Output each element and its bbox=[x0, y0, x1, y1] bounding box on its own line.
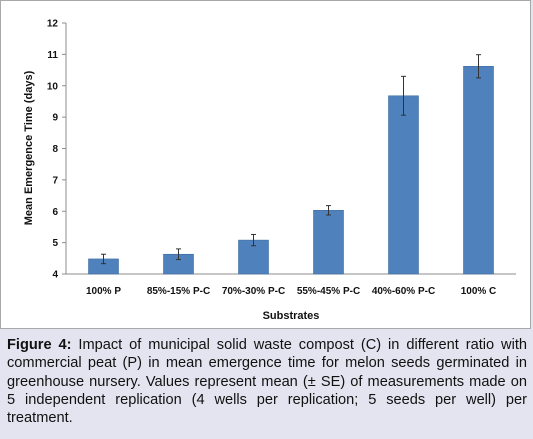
y-axis-title: Mean Emergence Time (days) bbox=[23, 70, 35, 225]
bar bbox=[313, 210, 344, 275]
x-axis-ticks: 100% P 85%-15% P-C 70%-30% P-C 55%-45% P-C 4… bbox=[86, 286, 496, 297]
y-tick-label: 4 bbox=[52, 270, 58, 281]
figure-caption: Figure 4: Impact of municipal solid wast… bbox=[7, 336, 527, 427]
x-tick-label: 40%-60% P-C bbox=[372, 286, 435, 297]
bar-chart: 4 5 6 7 8 9 10 11 12 100% P 85%-15% P-C 70%-30% P-… bbox=[23, 19, 516, 322]
caption-text: Impact of municipal solid waste compost … bbox=[7, 337, 527, 427]
caption-label: Figure 4: bbox=[7, 337, 72, 353]
y-tick-label: 5 bbox=[52, 238, 58, 249]
y-tick-label: 7 bbox=[52, 175, 58, 186]
x-tick-label: 100% C bbox=[461, 286, 497, 297]
chart-panel: 4 5 6 7 8 9 10 11 12 100% P 85%-15% P-C 70%-30% P-… bbox=[0, 0, 531, 329]
y-tick-label: 11 bbox=[47, 50, 58, 61]
x-axis-title: Substrates bbox=[263, 310, 320, 322]
x-tick-label: 85%-15% P-C bbox=[147, 286, 210, 297]
y-tick-label: 12 bbox=[47, 19, 59, 30]
y-tick-label: 6 bbox=[52, 207, 58, 218]
x-tick-label: 100% P bbox=[86, 286, 121, 297]
bar bbox=[463, 65, 494, 275]
y-tick-label: 10 bbox=[47, 81, 59, 92]
x-tick-label: 55%-45% P-C bbox=[297, 286, 360, 297]
x-tick-label: 70%-30% P-C bbox=[222, 286, 285, 297]
bar bbox=[388, 95, 419, 275]
error-bars-group bbox=[101, 54, 481, 265]
y-axis-ticks: 4 5 6 7 8 9 10 11 12 bbox=[47, 19, 66, 281]
y-tick-label: 9 bbox=[52, 113, 58, 124]
y-tick-label: 8 bbox=[52, 144, 58, 155]
bars-group bbox=[88, 65, 494, 275]
